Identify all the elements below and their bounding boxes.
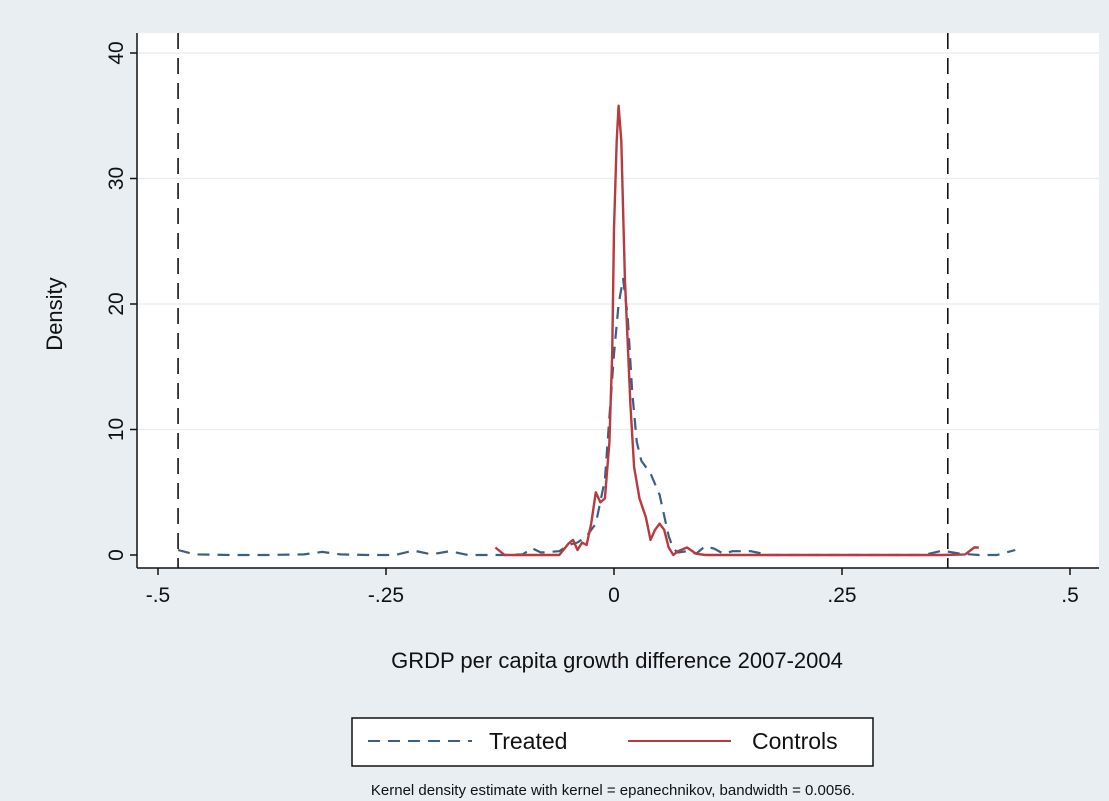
legend-box — [351, 717, 874, 767]
x-tick-label-4: .5 — [1061, 584, 1079, 607]
legend: Treated Controls — [351, 717, 874, 767]
x-axis-title: GRDP per capita growth difference 2007-2… — [391, 648, 843, 673]
legend-treated-label: Treated — [489, 728, 567, 754]
y-axis-ticks: 0 10 20 30 40 — [105, 41, 137, 561]
x-tick-label-2: 0 — [608, 584, 620, 607]
vertical-reference-lines — [177, 33, 949, 568]
y-tick-label-1: 10 — [105, 418, 128, 441]
x-tick-label-3: .25 — [827, 584, 856, 607]
y-tick-label-4: 40 — [105, 41, 128, 64]
legend-controls-label: Controls — [752, 728, 838, 754]
series-lines — [177, 104, 1016, 557]
y-tick-label-2: 20 — [105, 292, 128, 315]
x-tick-label-0: -.5 — [146, 584, 171, 607]
y-tick-label-3: 30 — [105, 167, 128, 190]
x-axis-ticks: -.5 -.25 0 .25 .5 — [146, 568, 1079, 607]
kernel-note: Kernel density estimate with kernel = ep… — [371, 782, 855, 799]
series-line-controls — [494, 104, 979, 557]
x-tick-label-1: -.25 — [368, 584, 404, 607]
y-tick-label-0: 0 — [105, 549, 128, 561]
y-axis-title: Density — [42, 277, 67, 350]
gridlines — [137, 52, 1099, 431]
